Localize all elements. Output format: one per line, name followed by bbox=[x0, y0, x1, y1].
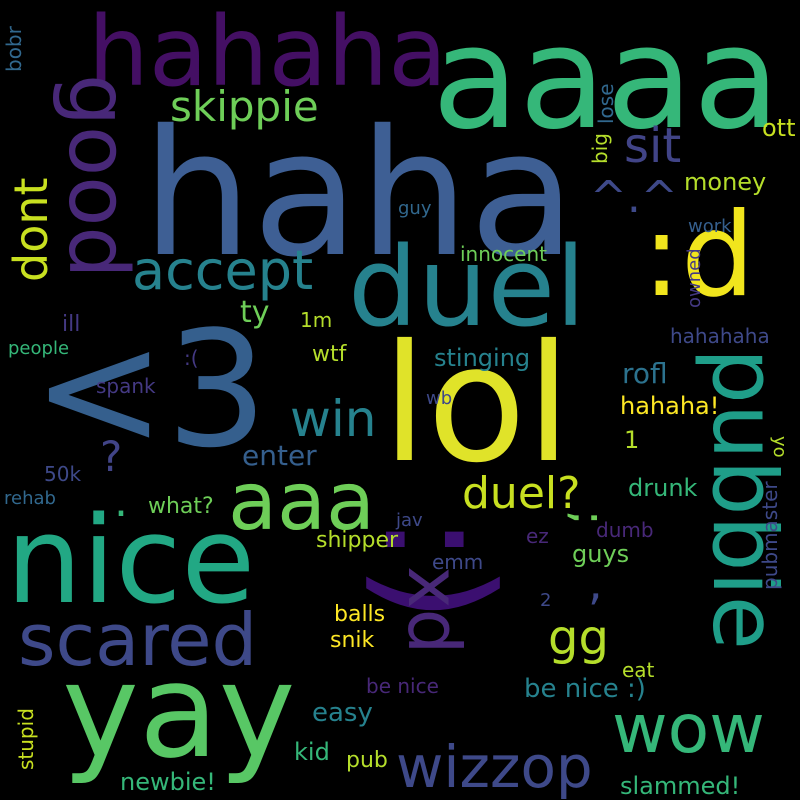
word: bobr bbox=[2, 26, 26, 72]
word: hahaha! bbox=[620, 392, 720, 420]
word: drunk bbox=[628, 474, 698, 502]
word: duel? bbox=[462, 468, 581, 519]
word: ill bbox=[62, 312, 81, 337]
word: jav bbox=[396, 510, 423, 531]
word: newbie! bbox=[120, 768, 216, 796]
word: work bbox=[688, 216, 732, 237]
word: accept bbox=[132, 239, 314, 302]
word: ez bbox=[526, 524, 549, 548]
word: good bbox=[50, 74, 145, 279]
word: wizzop bbox=[396, 733, 593, 800]
word: money bbox=[684, 168, 767, 196]
word: balls bbox=[334, 602, 386, 627]
word: lol bbox=[382, 311, 572, 499]
word: snik bbox=[330, 628, 375, 653]
word: , bbox=[588, 556, 603, 610]
word: be nice :) bbox=[524, 674, 646, 704]
word: guys bbox=[572, 540, 630, 568]
word: yo bbox=[769, 436, 790, 458]
word: dont bbox=[4, 177, 58, 282]
word: gg bbox=[548, 610, 609, 666]
word: 1 bbox=[624, 426, 640, 454]
word: be nice bbox=[366, 674, 439, 698]
word: stinging bbox=[434, 344, 531, 372]
word: shipper bbox=[316, 528, 399, 553]
word: wtf bbox=[312, 342, 347, 367]
word: innocent bbox=[460, 242, 547, 266]
word: ^.^ bbox=[590, 172, 678, 223]
word: easy bbox=[312, 698, 373, 728]
word: wow bbox=[612, 690, 765, 769]
word: stupid bbox=[14, 708, 38, 770]
word: dumb bbox=[596, 518, 654, 542]
word: rehab bbox=[4, 488, 56, 509]
word: yay bbox=[62, 635, 296, 787]
word: rofl bbox=[622, 357, 668, 390]
word: owned bbox=[684, 248, 705, 308]
word: guy bbox=[398, 198, 432, 219]
word: haha bbox=[142, 93, 576, 296]
word: 1m bbox=[300, 308, 333, 332]
word: hahaha bbox=[88, 0, 448, 108]
word: aaaa bbox=[432, 0, 781, 161]
word: hahahaha bbox=[670, 324, 770, 348]
word: slammed! bbox=[620, 772, 741, 800]
word: enter bbox=[242, 439, 317, 472]
word: skippie bbox=[170, 82, 319, 131]
word: scared bbox=[18, 598, 258, 682]
word: win bbox=[290, 390, 377, 448]
word: eat bbox=[622, 658, 655, 682]
word: nice bbox=[6, 492, 256, 631]
word: spank bbox=[96, 374, 156, 398]
word: ott bbox=[762, 114, 796, 142]
word: emm bbox=[432, 550, 484, 574]
word: <3 bbox=[32, 296, 268, 483]
word: :( bbox=[184, 346, 199, 370]
word: kid bbox=[294, 738, 330, 766]
word: :d bbox=[642, 188, 755, 323]
word: 2 bbox=[540, 590, 552, 611]
word: big bbox=[588, 133, 612, 164]
word: what? bbox=[148, 494, 214, 519]
word: xd bbox=[392, 566, 476, 655]
word: duel bbox=[348, 223, 586, 351]
word: people bbox=[8, 338, 70, 359]
word: sit bbox=[624, 118, 682, 174]
word: ty bbox=[240, 295, 270, 330]
word: ? bbox=[100, 432, 123, 481]
word: 50k bbox=[44, 462, 82, 486]
word: pubmaster bbox=[758, 481, 782, 590]
word: pub bbox=[346, 748, 388, 773]
word: wb bbox=[426, 388, 453, 409]
word: lose bbox=[594, 83, 618, 124]
word: . bbox=[114, 476, 128, 527]
word: aaa bbox=[228, 455, 376, 548]
